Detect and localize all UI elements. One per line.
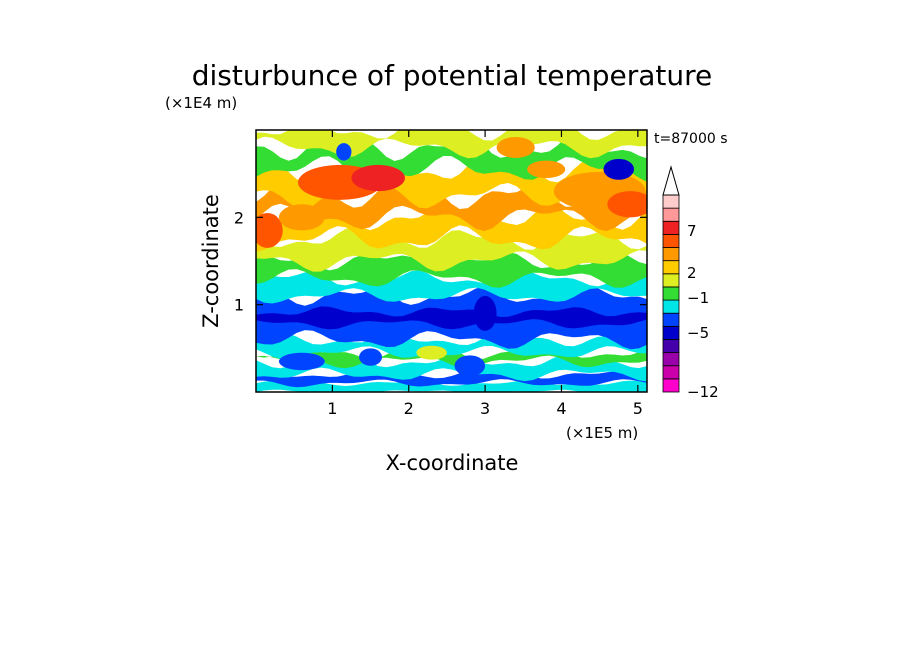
contour-band — [256, 130, 647, 159]
colorbar-label: −1 — [687, 289, 709, 307]
contour-blob — [278, 352, 325, 371]
contour-band — [256, 203, 647, 252]
colorbar: 7 2 −1 −5 −12 — [662, 165, 719, 401]
colorbar-label: −12 — [687, 383, 719, 401]
y-unit-label: (×1E4 m) — [165, 94, 237, 112]
contour-band — [256, 270, 647, 304]
colorbar-extend-arrow — [662, 165, 680, 196]
contour-blob — [496, 136, 535, 158]
colorbar-swatch — [662, 312, 680, 327]
contour-band — [256, 155, 647, 210]
colorbar-swatch — [662, 352, 680, 367]
y-axis-label: Z-coordinate — [199, 194, 223, 328]
x-unit-label: (×1E5 m) — [566, 424, 638, 442]
colorbar-swatch — [662, 325, 680, 340]
colorbar-label: 2 — [687, 264, 697, 282]
contour-blob — [603, 158, 635, 180]
contour-blob — [336, 143, 352, 161]
contour-band — [256, 370, 647, 388]
contour-band — [256, 251, 647, 288]
contour-blob — [527, 160, 566, 179]
colorbar-swatch — [662, 299, 680, 314]
x-tick-label: 4 — [556, 399, 566, 418]
colorbar-swatch — [662, 339, 680, 354]
colorbar-swatch — [662, 233, 680, 248]
time-label: t=87000 s — [654, 131, 728, 147]
colorbar-swatch — [662, 194, 680, 209]
colorbar-swatch — [662, 365, 680, 380]
x-axis-label: X-coordinate — [386, 451, 519, 475]
contour-blob — [454, 355, 486, 377]
contour-blob — [416, 345, 447, 360]
colorbar-swatch — [662, 260, 680, 275]
contour-blob — [607, 191, 647, 218]
contour-blob — [278, 204, 325, 231]
contour-band — [256, 332, 647, 359]
contour-band — [256, 306, 647, 330]
contour-blob — [473, 295, 497, 331]
x-tick-label: 5 — [633, 399, 643, 418]
colorbar-swatch — [662, 286, 680, 301]
colorbar-swatch — [662, 207, 680, 222]
contour-blob — [359, 348, 383, 366]
contour-blob — [351, 164, 405, 192]
x-tick-label: 2 — [404, 399, 414, 418]
plot-frame — [255, 129, 648, 393]
colorbar-label: −5 — [687, 324, 709, 342]
contour-field — [256, 130, 647, 392]
chart-title: disturbunce of potential temperature — [192, 59, 713, 92]
colorbar-swatch — [662, 247, 680, 262]
x-tick-label: 1 — [327, 399, 337, 418]
y-axis: 12 — [234, 208, 647, 315]
x-axis: 1 2 3 4 5 — [327, 130, 643, 418]
y-tick-label: 2 — [234, 208, 244, 227]
colorbar-label: 7 — [687, 222, 697, 240]
contour-band — [256, 380, 647, 392]
contour-blob — [256, 212, 283, 248]
x-tick-label: 3 — [480, 399, 490, 418]
colorbar-swatch — [662, 378, 680, 393]
y-tick-label: 1 — [234, 296, 244, 315]
colorbar-swatch — [662, 220, 680, 235]
colorbar-swatch — [662, 273, 680, 288]
